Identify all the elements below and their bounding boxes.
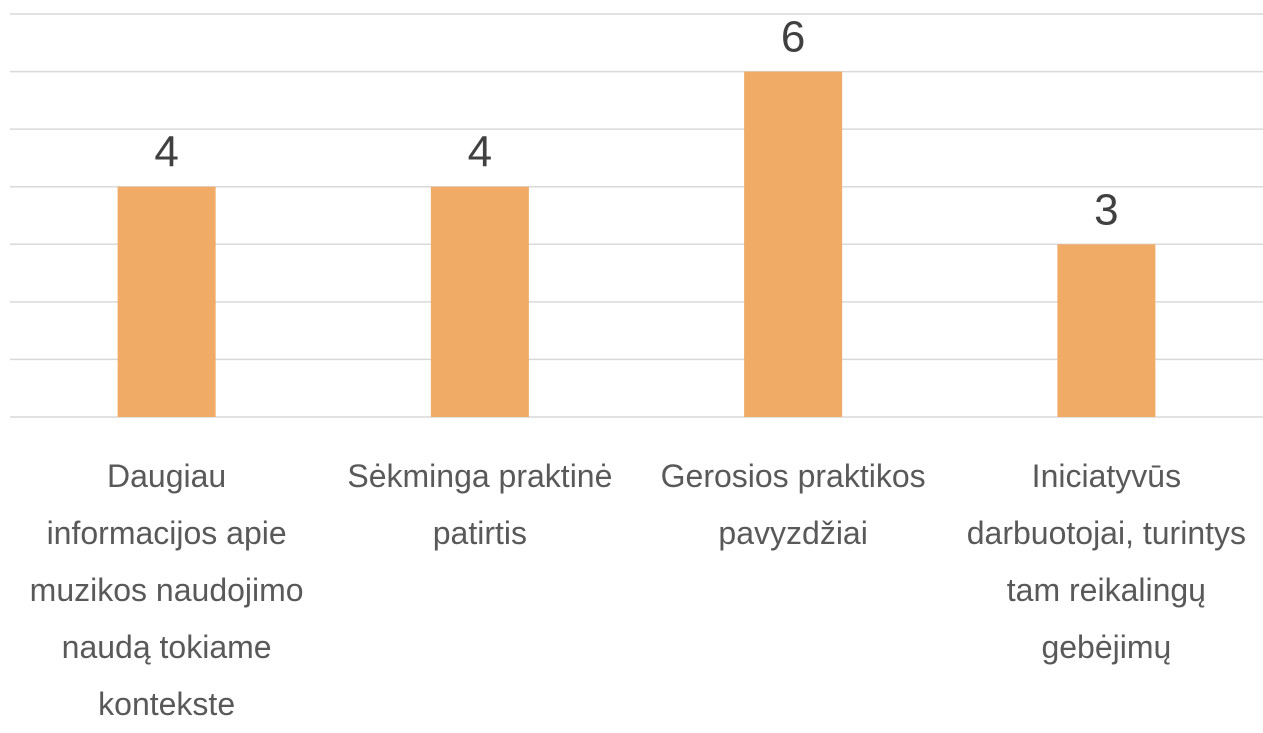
bar: [1057, 244, 1156, 417]
value-label: 4: [468, 128, 492, 177]
x-tick-label: Gerosios praktikos pavyzdžiai: [660, 458, 926, 551]
bar: [744, 71, 843, 418]
x-tick-label: Sėkminga praktinė patirtis: [347, 458, 613, 551]
bar: [430, 186, 529, 417]
value-label: 4: [154, 128, 178, 177]
x-tick-label: Daugiau informacijos apie muzikos naudoj…: [29, 458, 304, 722]
bar: [117, 186, 216, 417]
value-label: 6: [781, 13, 805, 62]
value-label: 3: [1094, 185, 1118, 234]
x-tick-label: Iniciatyvūs darbuotojai, turintys tam re…: [966, 458, 1246, 665]
